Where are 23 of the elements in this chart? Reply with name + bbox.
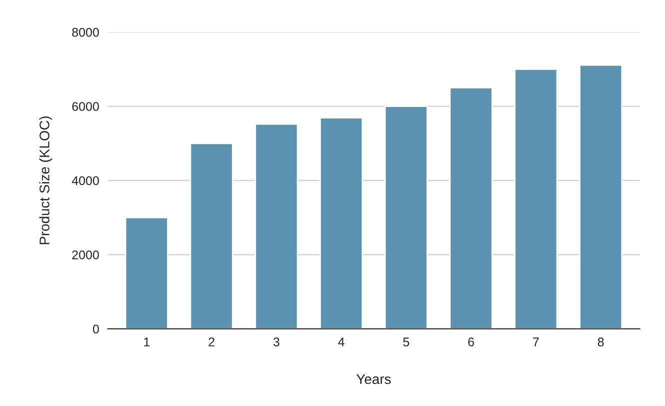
bar (320, 117, 364, 329)
x-tick-label: 2 (208, 338, 214, 346)
x-tick-label: 1 (144, 338, 150, 346)
y-tick-label: 4000 (72, 176, 99, 186)
x-tick-label: 3 (273, 338, 280, 346)
x-tick-label: 6 (468, 338, 474, 346)
bar (254, 123, 298, 329)
x-tick-label: 7 (533, 338, 539, 346)
bar (124, 216, 168, 329)
x-tick-label: 8 (598, 338, 604, 346)
y-tick-label: 6000 (72, 102, 99, 111)
bar (449, 87, 493, 329)
bar (514, 68, 558, 329)
bar (384, 106, 428, 329)
y-axis-title: Product Size (KLOC) (39, 116, 52, 244)
bar (579, 64, 623, 329)
y-tick-label: 0 (92, 324, 99, 334)
y-tick-label: 2000 (72, 250, 99, 260)
x-tick-label: 4 (338, 338, 344, 346)
x-tick-label: 5 (403, 338, 410, 346)
bar (190, 142, 234, 329)
y-tick-label: 8000 (72, 28, 99, 37)
x-axis-title: Years (356, 374, 391, 384)
